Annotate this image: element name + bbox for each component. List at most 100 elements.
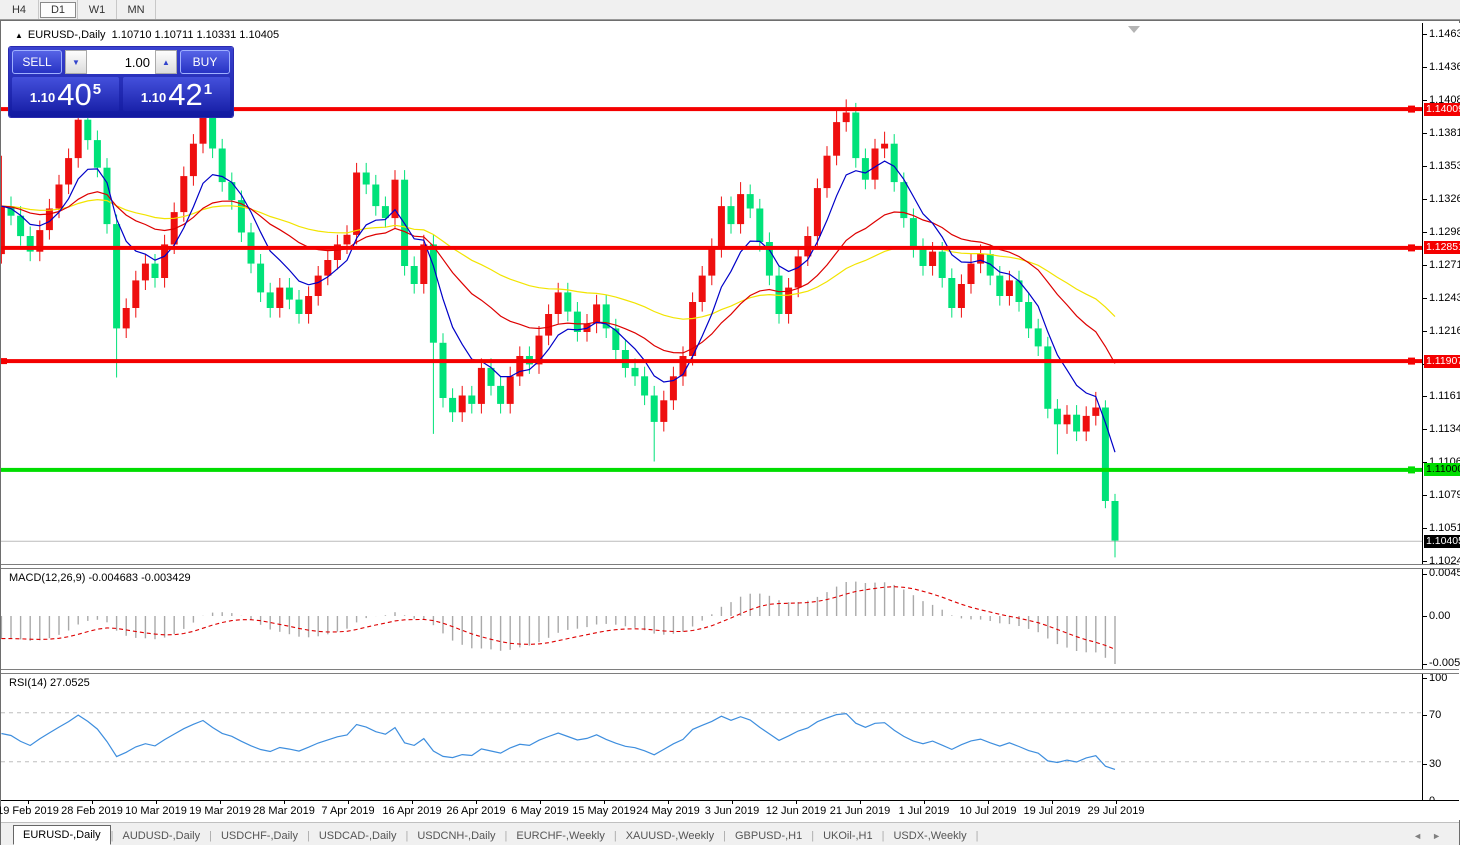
sell-price-pip: 5 [92,81,102,98]
date-tick [860,801,861,804]
pane-separator[interactable] [1,564,1459,569]
volume-increase-icon[interactable]: ▲ [155,50,177,74]
current-price-label: 1.10405 [1424,534,1460,548]
date-tick-label: 1 Jul 2019 [898,805,950,817]
chart-tab-bar: EURUSD-,Daily | AUDUSD-,Daily | USDCHF-,Dail… [1,822,1459,845]
timeframe-button-h4[interactable]: H4 [11,3,27,16]
rsi-axis-tick [1423,677,1427,679]
date-tick [92,801,93,804]
price-tick-label: 1.12160 [1429,324,1460,337]
macd-axis-tick [1423,663,1427,665]
price-tick-label: 1.12435 [1429,291,1460,304]
symbol-label: EURUSD-,Daily [27,29,106,41]
buy-price-prefix: 1.10 [140,90,167,105]
date-tick-label: 16 Apr 2019 [382,805,442,817]
rsi-pane[interactable]: RSI(14) 27.0525 [1,673,1422,800]
date-tick [732,801,733,804]
date-tick-label: 12 Jun 2019 [765,805,827,817]
tab-separator: | [504,830,508,842]
level-price-label: 1.14009 [1424,102,1460,116]
sell-button[interactable]: SELL [12,50,62,74]
macd-canvas[interactable] [0,568,1422,668]
tab-audusd-daily[interactable]: AUDUSD-,Daily [122,830,201,842]
rsi-canvas[interactable] [1,673,1422,800]
date-tick [668,801,669,804]
price-tick [1423,34,1427,35]
price-tick [1423,429,1427,431]
buy-price-main: 42 [168,77,203,112]
macd-axis-tick [1423,616,1427,617]
tab-xauusd-weekly[interactable]: XAUUSD-,Weekly [625,830,715,842]
price-tick-label: 1.11340 [1429,423,1460,436]
price-axis[interactable]: 1.146351.143601.140851.138101.135351.132… [1422,23,1460,820]
sell-price-prefix: 1.10 [29,90,56,105]
rsi-label: RSI(14) 27.0525 [9,677,90,689]
date-tick-label: 19 Mar 2019 [189,805,251,817]
rsi-axis-label: 30 [1429,757,1442,770]
chart-title: ▲ EURUSD-,Daily 1.10710 1.10711 1.10331 1… [15,29,279,41]
volume-decrease-icon[interactable]: ▼ [65,50,87,74]
price-tick-label: 1.14635 [1429,28,1460,40]
tab-separator: | [613,830,617,842]
tab-scroll-left-icon[interactable]: ◄ [1413,831,1433,841]
date-tick-label: 6 May 2019 [511,805,569,817]
date-tick-label: 28 Feb 2019 [61,805,123,817]
price-tick-label: 1.13535 [1429,159,1460,172]
date-tick [348,801,349,804]
date-axis[interactable]: 19 Feb 2019 28 Feb 2019 10 Mar 2019 19 Mar … [0,800,1459,822]
buy-price-button[interactable]: 1.10 42 1 [123,77,230,111]
main-chart-area[interactable]: ▲ EURUSD-,Daily 1.10710 1.10711 1.10331 1… [1,23,1422,563]
volume-input[interactable] [87,50,155,74]
tab-separator: | [881,830,885,842]
tab-eurchf-weekly[interactable]: EURCHF-,Weekly [516,830,605,842]
macd-axis-label: -0.005122 [1429,657,1460,670]
price-tick-label: 1.13810 [1429,126,1460,139]
timeframe-button-w1[interactable]: W1 [88,3,106,16]
date-tick-label: 19 Feb 2019 [0,805,59,817]
price-tick [1423,462,1427,464]
date-tick [988,801,989,804]
macd-label: MACD(12,26,9) -0.004683 -0.003429 [9,572,191,584]
timeframe-button-mn[interactable]: MN [127,3,145,16]
macd-pane[interactable]: MACD(12,26,9) -0.004683 -0.003429 [0,568,1422,668]
tab-usdchf-daily[interactable]: USDCHF-,Daily [220,830,298,842]
tab-separator: | [975,830,979,842]
price-tick [1423,297,1427,299]
tab-eurusd-daily[interactable]: EURUSD-,Daily [13,825,111,845]
date-tick [796,801,797,804]
macd-axis-label: 0.004532 [1429,567,1460,580]
price-tick [1423,396,1427,398]
date-tick-label: 28 Mar 2019 [253,805,315,817]
timeframe-toolbar: H4 D1 W1 MN [0,0,1460,20]
chart-shift-marker-icon[interactable] [1128,26,1140,33]
date-tick [156,801,157,804]
date-tick [28,801,29,804]
tab-gbpusd-h1[interactable]: GBPUSD-,H1 [734,830,803,842]
buy-button[interactable]: BUY [180,50,230,74]
sell-price-button[interactable]: 1.10 40 5 [12,77,119,111]
tab-separator: | [209,830,212,842]
date-tick [540,801,541,804]
price-tick-label: 1.12985 [1429,225,1460,238]
collapse-toggle-icon[interactable]: ▲ [15,31,23,40]
price-tick [1423,231,1427,233]
price-tick-label: 1.12710 [1429,258,1460,271]
tab-usdx-weekly[interactable]: USDX-,Weekly [893,830,967,842]
timeframe-button-d1[interactable]: D1 [40,1,76,18]
tab-usdcnh-daily[interactable]: USDCNH-,Daily [417,830,496,842]
price-tick [1423,330,1427,332]
tab-ukoil-h1[interactable]: UKOil-,H1 [823,830,873,842]
tab-scroll-right-icon[interactable]: ► [1432,831,1451,841]
rsi-axis-tick [1423,763,1427,765]
pane-separator[interactable] [1,669,1459,674]
tab-usdcad-daily[interactable]: USDCAD-,Daily [318,830,397,842]
date-tick-label: 29 Jul 2019 [1087,805,1145,817]
date-tick-label: 26 Apr 2019 [446,805,506,817]
tab-separator: | [723,830,726,842]
main-chart-canvas[interactable] [1,23,1422,563]
price-tick [1423,198,1427,200]
price-tick-label: 1.10790 [1429,489,1460,502]
level-price-label: 1.11907 [1424,354,1460,368]
